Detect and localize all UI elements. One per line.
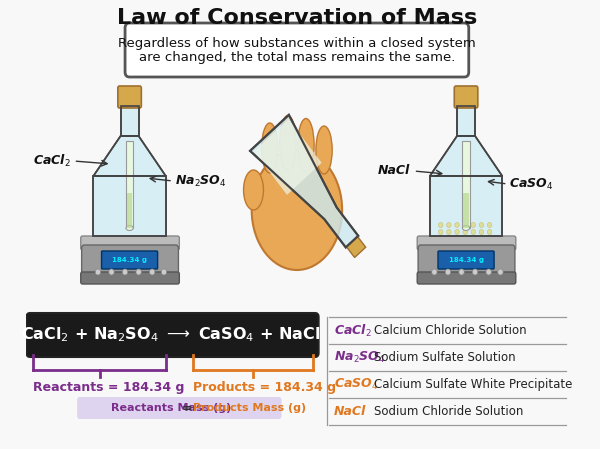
Circle shape xyxy=(455,223,459,228)
Text: Reactants = 184.34 g: Reactants = 184.34 g xyxy=(33,380,184,393)
Circle shape xyxy=(446,229,451,234)
Circle shape xyxy=(498,269,503,275)
Text: Sodium Chloride Solution: Sodium Chloride Solution xyxy=(374,405,523,418)
FancyBboxPatch shape xyxy=(81,272,179,284)
Circle shape xyxy=(109,269,114,275)
FancyBboxPatch shape xyxy=(417,236,516,250)
Ellipse shape xyxy=(126,225,133,230)
Circle shape xyxy=(445,269,451,275)
Polygon shape xyxy=(250,115,358,247)
Text: Products Mass (g): Products Mass (g) xyxy=(193,403,306,413)
Ellipse shape xyxy=(298,119,314,172)
Circle shape xyxy=(459,269,464,275)
Text: 184.34 g: 184.34 g xyxy=(112,257,147,263)
FancyBboxPatch shape xyxy=(438,251,494,269)
Bar xyxy=(463,141,470,228)
Text: 184.34 g: 184.34 g xyxy=(449,257,484,263)
Text: Na$_2$SO$_4$: Na$_2$SO$_4$ xyxy=(175,173,226,189)
Text: CaSO$_4$: CaSO$_4$ xyxy=(509,176,554,192)
Circle shape xyxy=(446,223,451,228)
Circle shape xyxy=(136,269,142,275)
Circle shape xyxy=(471,229,476,234)
Circle shape xyxy=(487,223,492,228)
Text: CaSO$_4$: CaSO$_4$ xyxy=(334,377,379,392)
Text: Products = 184.34 g: Products = 184.34 g xyxy=(193,380,336,393)
Circle shape xyxy=(95,269,101,275)
Bar xyxy=(457,106,475,136)
Ellipse shape xyxy=(244,170,263,210)
Bar xyxy=(433,197,500,220)
Circle shape xyxy=(487,229,492,234)
Circle shape xyxy=(161,269,167,275)
Circle shape xyxy=(439,223,443,228)
Circle shape xyxy=(471,223,476,228)
Circle shape xyxy=(439,229,443,234)
Text: =: = xyxy=(181,401,192,414)
Ellipse shape xyxy=(251,150,342,270)
Bar xyxy=(121,106,139,136)
Text: NaCl: NaCl xyxy=(334,405,366,418)
Ellipse shape xyxy=(280,115,296,171)
Text: Sodium Sulfate Solution: Sodium Sulfate Solution xyxy=(374,351,515,364)
Circle shape xyxy=(486,269,491,275)
FancyBboxPatch shape xyxy=(81,236,179,250)
FancyBboxPatch shape xyxy=(418,245,515,279)
Bar xyxy=(121,106,139,136)
Bar xyxy=(457,106,475,136)
Circle shape xyxy=(463,223,467,228)
Circle shape xyxy=(455,229,459,234)
Text: CaCl$_2$ + Na$_2$SO$_4$ $\longrightarrow$ CaSO$_4$ + NaCl: CaCl$_2$ + Na$_2$SO$_4$ $\longrightarrow… xyxy=(21,326,320,344)
FancyBboxPatch shape xyxy=(101,251,158,269)
Text: Law of Conservation of Mass: Law of Conservation of Mass xyxy=(117,8,477,28)
Bar xyxy=(126,141,133,228)
Circle shape xyxy=(479,229,484,234)
Polygon shape xyxy=(94,136,166,176)
Text: Calcium Chloride Solution: Calcium Chloride Solution xyxy=(374,324,526,337)
Bar xyxy=(94,176,166,236)
Bar xyxy=(433,220,500,236)
Text: are changed, the total mass remains the same.: are changed, the total mass remains the … xyxy=(139,52,455,65)
Polygon shape xyxy=(254,119,322,195)
Bar xyxy=(96,197,163,236)
Circle shape xyxy=(472,269,478,275)
FancyBboxPatch shape xyxy=(125,23,469,77)
FancyBboxPatch shape xyxy=(454,86,478,108)
FancyBboxPatch shape xyxy=(417,272,516,284)
Text: Calcium Sulfate White Precipitate: Calcium Sulfate White Precipitate xyxy=(374,378,572,391)
Circle shape xyxy=(122,269,128,275)
Text: NaCl: NaCl xyxy=(378,164,410,177)
Polygon shape xyxy=(430,136,502,176)
Bar xyxy=(127,193,132,228)
FancyBboxPatch shape xyxy=(118,86,142,108)
FancyBboxPatch shape xyxy=(82,245,178,279)
Circle shape xyxy=(149,269,155,275)
Bar xyxy=(430,176,502,236)
Bar xyxy=(430,176,502,236)
Text: Na$_2$SO$_4$: Na$_2$SO$_4$ xyxy=(334,350,386,365)
Circle shape xyxy=(479,223,484,228)
Text: Regardless of how substances within a closed system: Regardless of how substances within a cl… xyxy=(118,38,476,50)
FancyBboxPatch shape xyxy=(26,313,319,357)
Bar xyxy=(463,193,469,228)
Text: CaCl$_2$: CaCl$_2$ xyxy=(334,322,372,339)
Polygon shape xyxy=(346,237,365,258)
Ellipse shape xyxy=(262,123,278,173)
Text: Reactants Mass (g): Reactants Mass (g) xyxy=(112,403,232,413)
Ellipse shape xyxy=(463,225,470,230)
Circle shape xyxy=(463,229,467,234)
Text: CaCl$_2$: CaCl$_2$ xyxy=(33,153,71,169)
Circle shape xyxy=(431,269,437,275)
Bar xyxy=(94,176,166,236)
Ellipse shape xyxy=(316,126,332,174)
FancyBboxPatch shape xyxy=(77,397,281,419)
